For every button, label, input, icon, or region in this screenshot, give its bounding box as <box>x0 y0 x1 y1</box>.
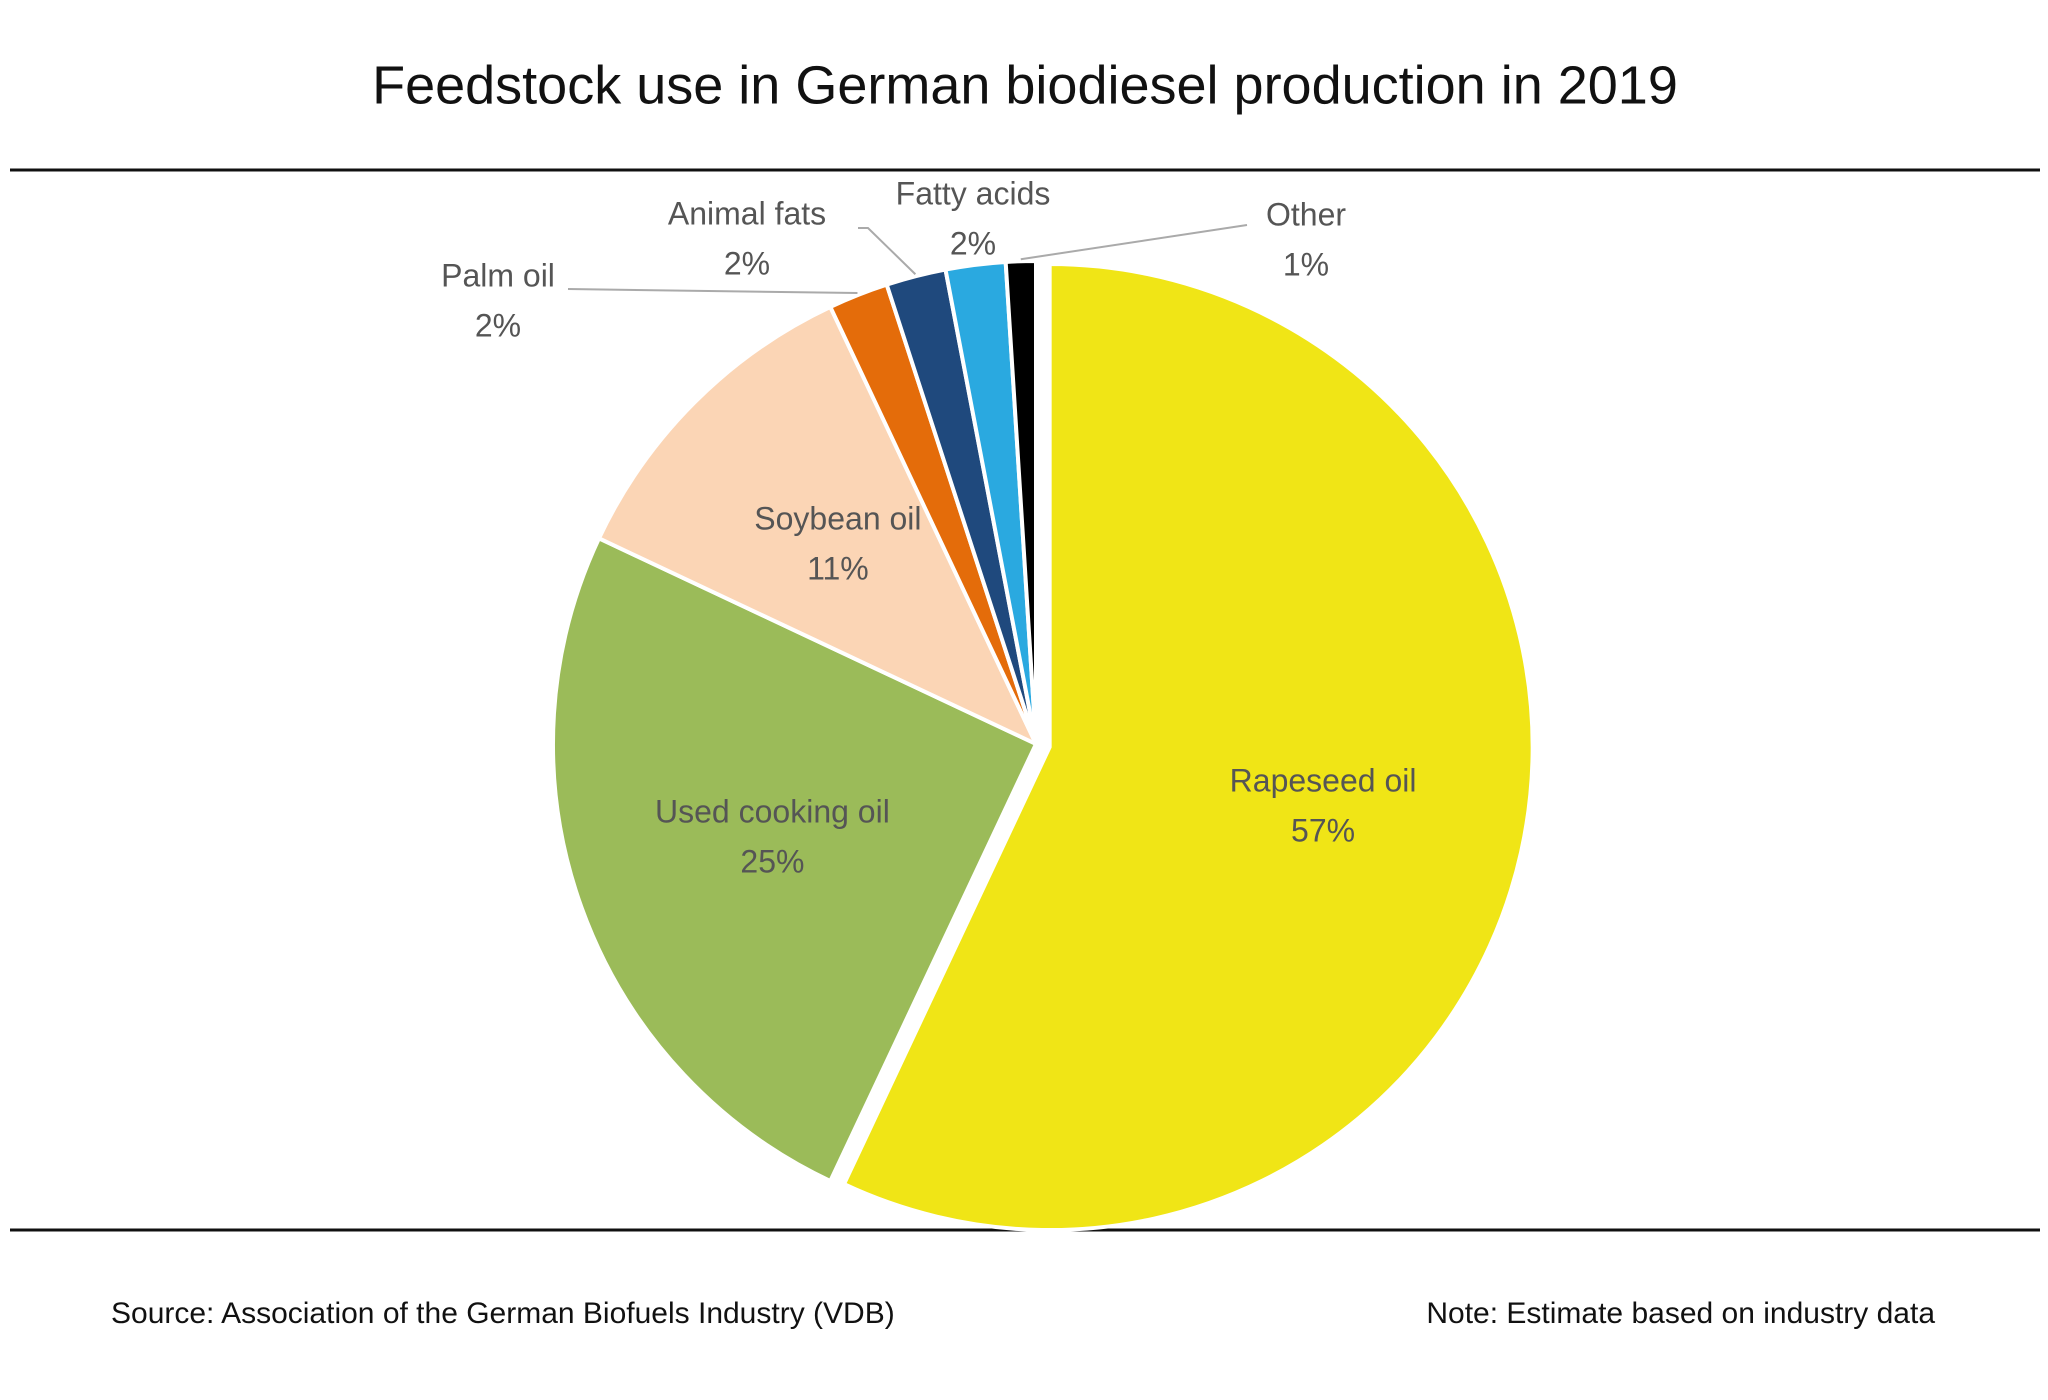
pie-slice <box>596 304 1041 749</box>
pie-slice <box>1003 258 1038 745</box>
slice-label: Soybean oil <box>754 500 921 536</box>
pie-slice <box>841 262 1535 1233</box>
slice-value-label: 11% <box>807 550 869 586</box>
slice-value-label: 2% <box>950 225 996 261</box>
pie-slice <box>551 535 1039 1184</box>
slice-label: Fatty acids <box>896 175 1051 211</box>
slice-value-label: 1% <box>1283 246 1329 282</box>
source-note: Source: Association of the German Biofue… <box>111 1297 895 1330</box>
leader-line <box>858 227 917 275</box>
slice-label: Used cooking oil <box>655 793 890 829</box>
slice-label: Palm oil <box>441 257 555 293</box>
slice-label: Animal fats <box>668 195 826 231</box>
footnote: Note: Estimate based on industry data <box>1426 1297 1935 1330</box>
chart-title: Feedstock use in German biodiesel produc… <box>372 55 1678 115</box>
leader-line <box>567 288 858 295</box>
slice-value-label: 2% <box>724 245 770 281</box>
slice-label: Rapeseed oil <box>1230 763 1417 799</box>
slice-value-label: 2% <box>475 307 521 343</box>
leader-line <box>1020 224 1248 261</box>
slice-value-label: 25% <box>740 843 804 879</box>
slice-label: Other <box>1266 196 1346 232</box>
slice-value-label: 57% <box>1291 813 1355 849</box>
